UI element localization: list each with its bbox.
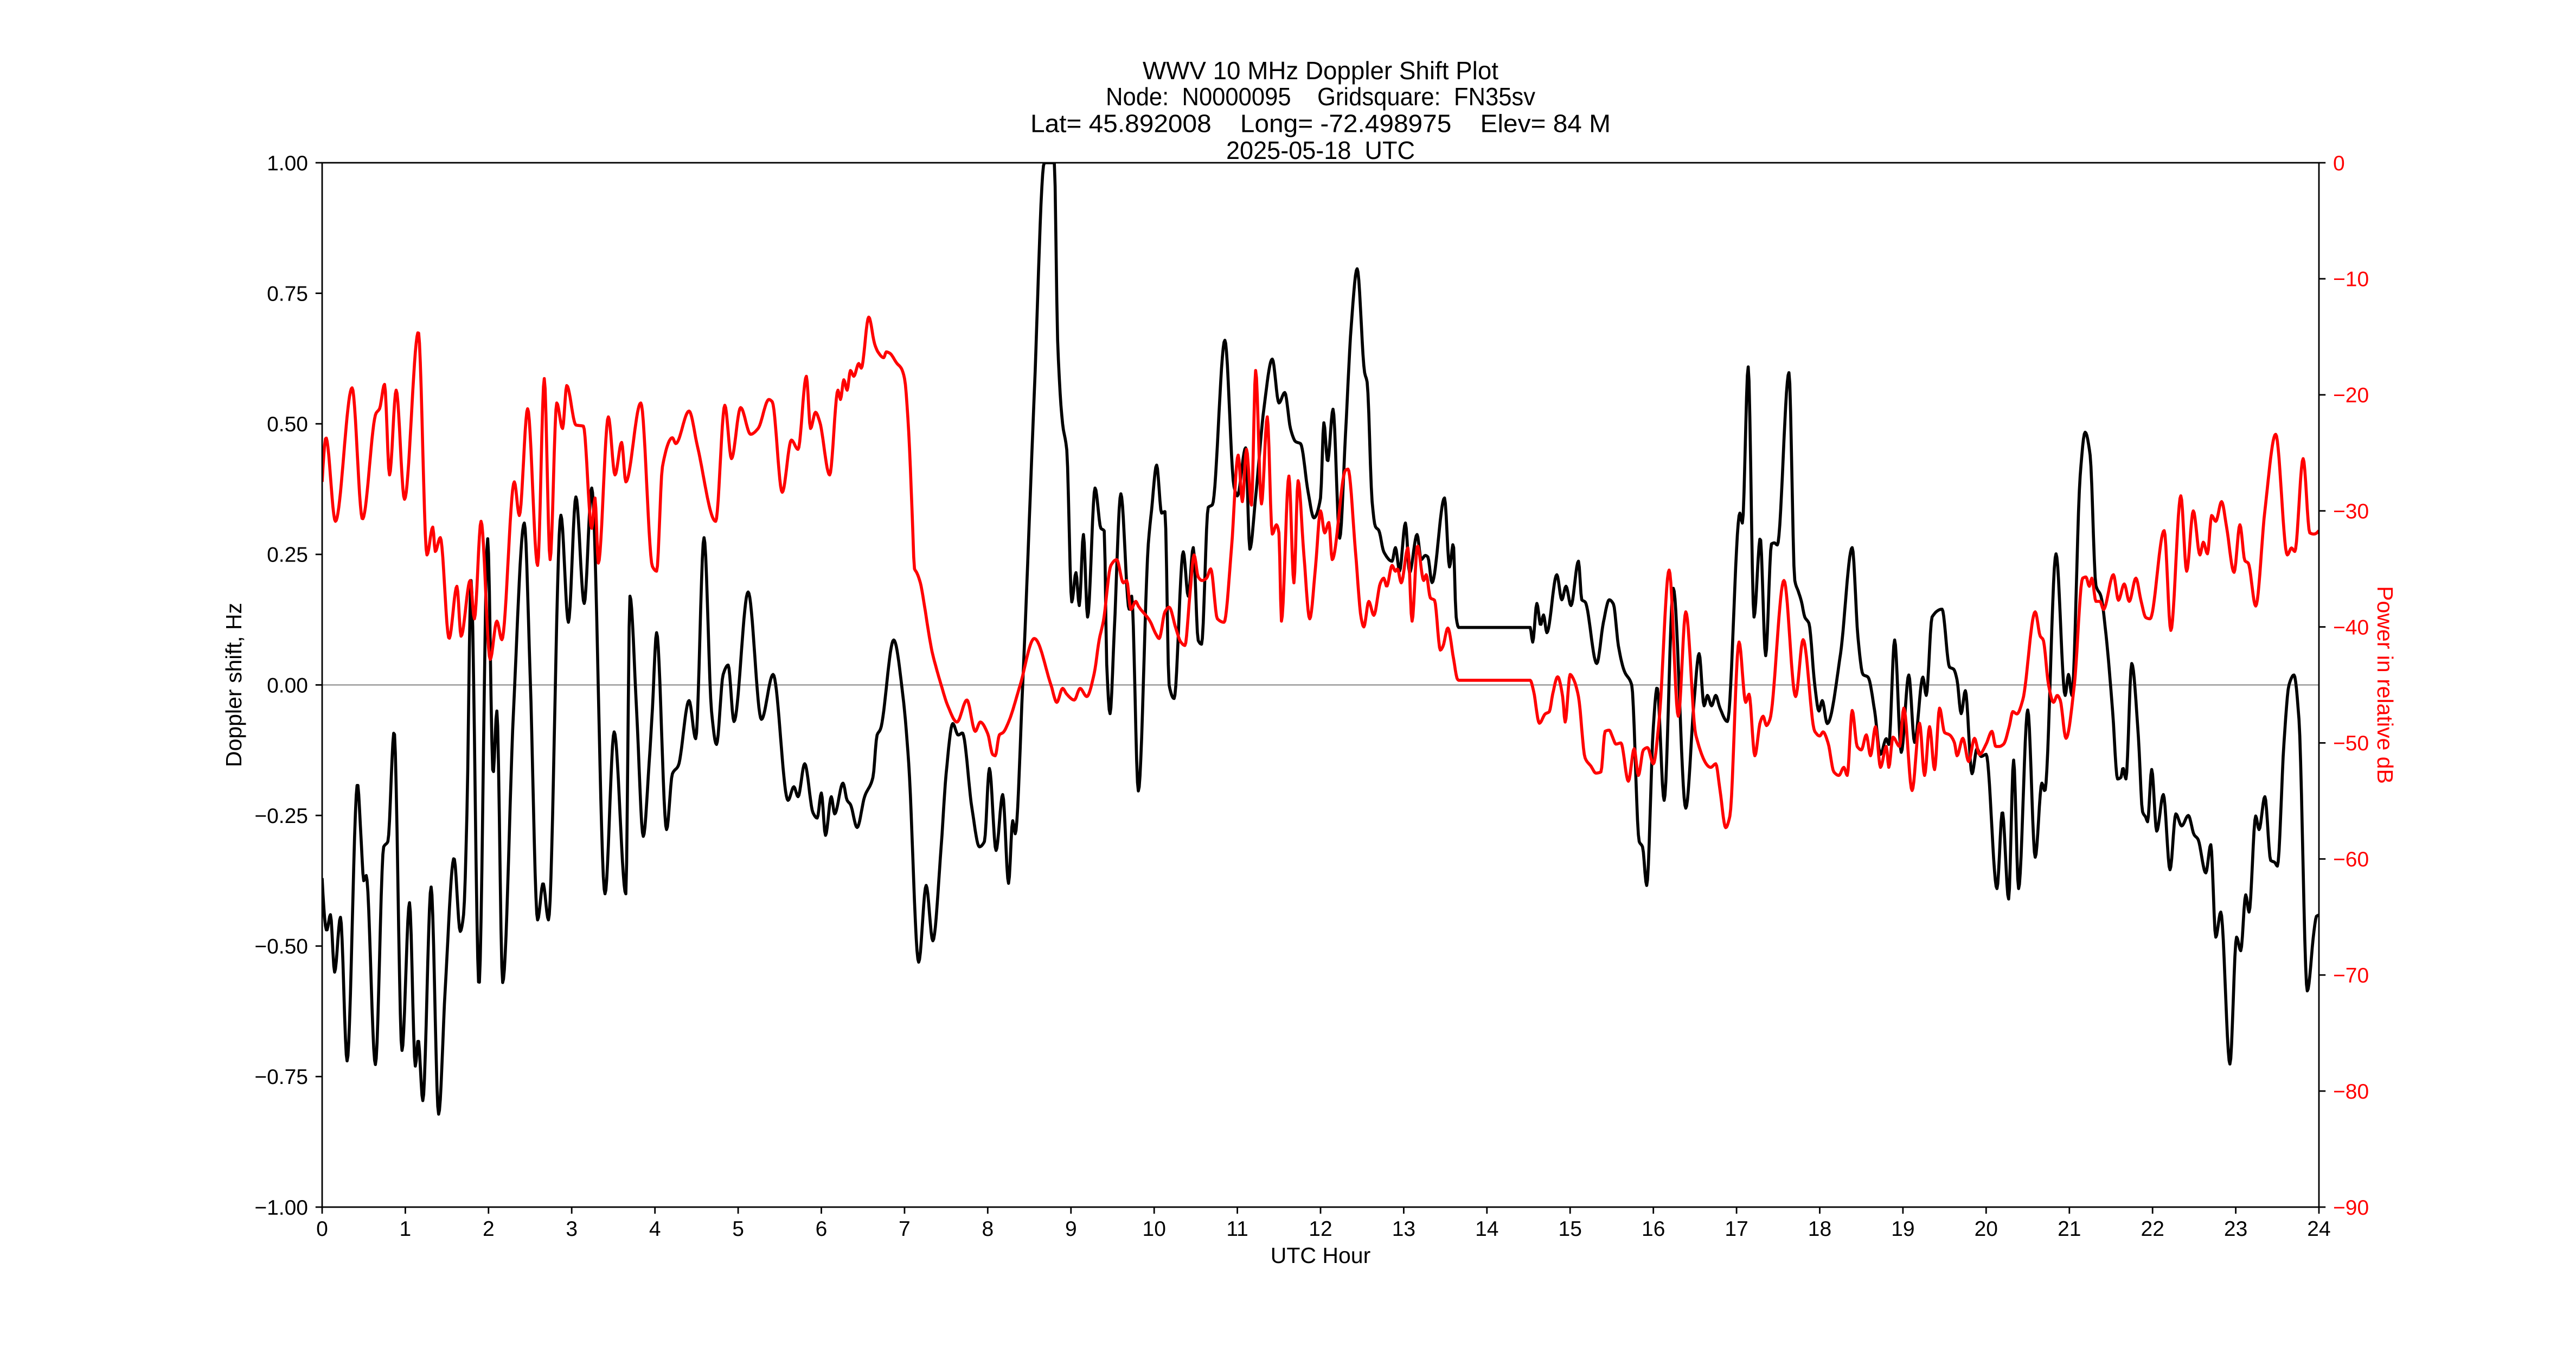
svg-text:0.75: 0.75 xyxy=(267,282,308,305)
svg-text:1: 1 xyxy=(400,1217,412,1241)
svg-text:3: 3 xyxy=(566,1217,578,1241)
svg-text:6: 6 xyxy=(816,1217,828,1241)
svg-text:Doppler shift, Hz: Doppler shift, Hz xyxy=(221,603,246,767)
svg-text:−70: −70 xyxy=(2333,964,2369,987)
svg-text:−10: −10 xyxy=(2333,268,2369,291)
svg-text:15: 15 xyxy=(1559,1217,1582,1241)
svg-text:−0.50: −0.50 xyxy=(254,935,308,959)
svg-text:WWV 10 MHz Doppler Shift Plot: WWV 10 MHz Doppler Shift Plot xyxy=(1143,56,1498,85)
svg-text:Node: N0000095 Gridsquare:: Node: N0000095 Gridsquare: FN35sv xyxy=(1106,82,1535,111)
svg-text:13: 13 xyxy=(1392,1217,1415,1241)
svg-text:5: 5 xyxy=(732,1217,744,1241)
svg-text:Lat= 45.892008 Long= -72.49: Lat= 45.892008 Long= -72.498975 Elev= 84… xyxy=(1030,110,1611,138)
svg-text:2025-05-18 UTC: 2025-05-18 UTC xyxy=(1226,136,1415,164)
svg-text:−1.00: −1.00 xyxy=(254,1196,308,1220)
svg-text:0.50: 0.50 xyxy=(267,413,308,436)
svg-text:0: 0 xyxy=(2333,152,2345,175)
svg-text:0: 0 xyxy=(316,1217,328,1241)
svg-text:2: 2 xyxy=(483,1217,495,1241)
svg-text:22: 22 xyxy=(2141,1217,2164,1241)
svg-text:9: 9 xyxy=(1065,1217,1077,1241)
svg-text:−0.75: −0.75 xyxy=(254,1065,308,1089)
svg-text:24: 24 xyxy=(2307,1217,2330,1241)
svg-text:−30: −30 xyxy=(2333,500,2369,524)
svg-text:1.00: 1.00 xyxy=(267,152,308,175)
svg-text:−60: −60 xyxy=(2333,848,2369,871)
svg-text:12: 12 xyxy=(1309,1217,1332,1241)
svg-text:19: 19 xyxy=(1891,1217,1914,1241)
svg-text:UTC Hour: UTC Hour xyxy=(1271,1243,1371,1268)
svg-text:−80: −80 xyxy=(2333,1080,2369,1103)
svg-text:−20: −20 xyxy=(2333,384,2369,407)
svg-text:−0.25: −0.25 xyxy=(254,805,308,828)
svg-text:23: 23 xyxy=(2224,1217,2247,1241)
svg-text:−40: −40 xyxy=(2333,616,2369,639)
svg-text:21: 21 xyxy=(2058,1217,2081,1241)
svg-text:17: 17 xyxy=(1725,1217,1748,1241)
svg-text:4: 4 xyxy=(649,1217,661,1241)
svg-text:16: 16 xyxy=(1642,1217,1665,1241)
svg-text:−50: −50 xyxy=(2333,732,2369,755)
svg-text:14: 14 xyxy=(1475,1217,1498,1241)
svg-text:11: 11 xyxy=(1226,1217,1248,1241)
svg-text:20: 20 xyxy=(1975,1217,1998,1241)
svg-text:7: 7 xyxy=(899,1217,911,1241)
svg-text:10: 10 xyxy=(1143,1217,1166,1241)
svg-text:0.25: 0.25 xyxy=(267,544,308,567)
svg-text:−90: −90 xyxy=(2333,1196,2369,1220)
svg-text:Power in relative dB: Power in relative dB xyxy=(2373,586,2398,784)
svg-text:8: 8 xyxy=(982,1217,994,1241)
svg-text:0.00: 0.00 xyxy=(267,674,308,697)
svg-text:18: 18 xyxy=(1808,1217,1831,1241)
